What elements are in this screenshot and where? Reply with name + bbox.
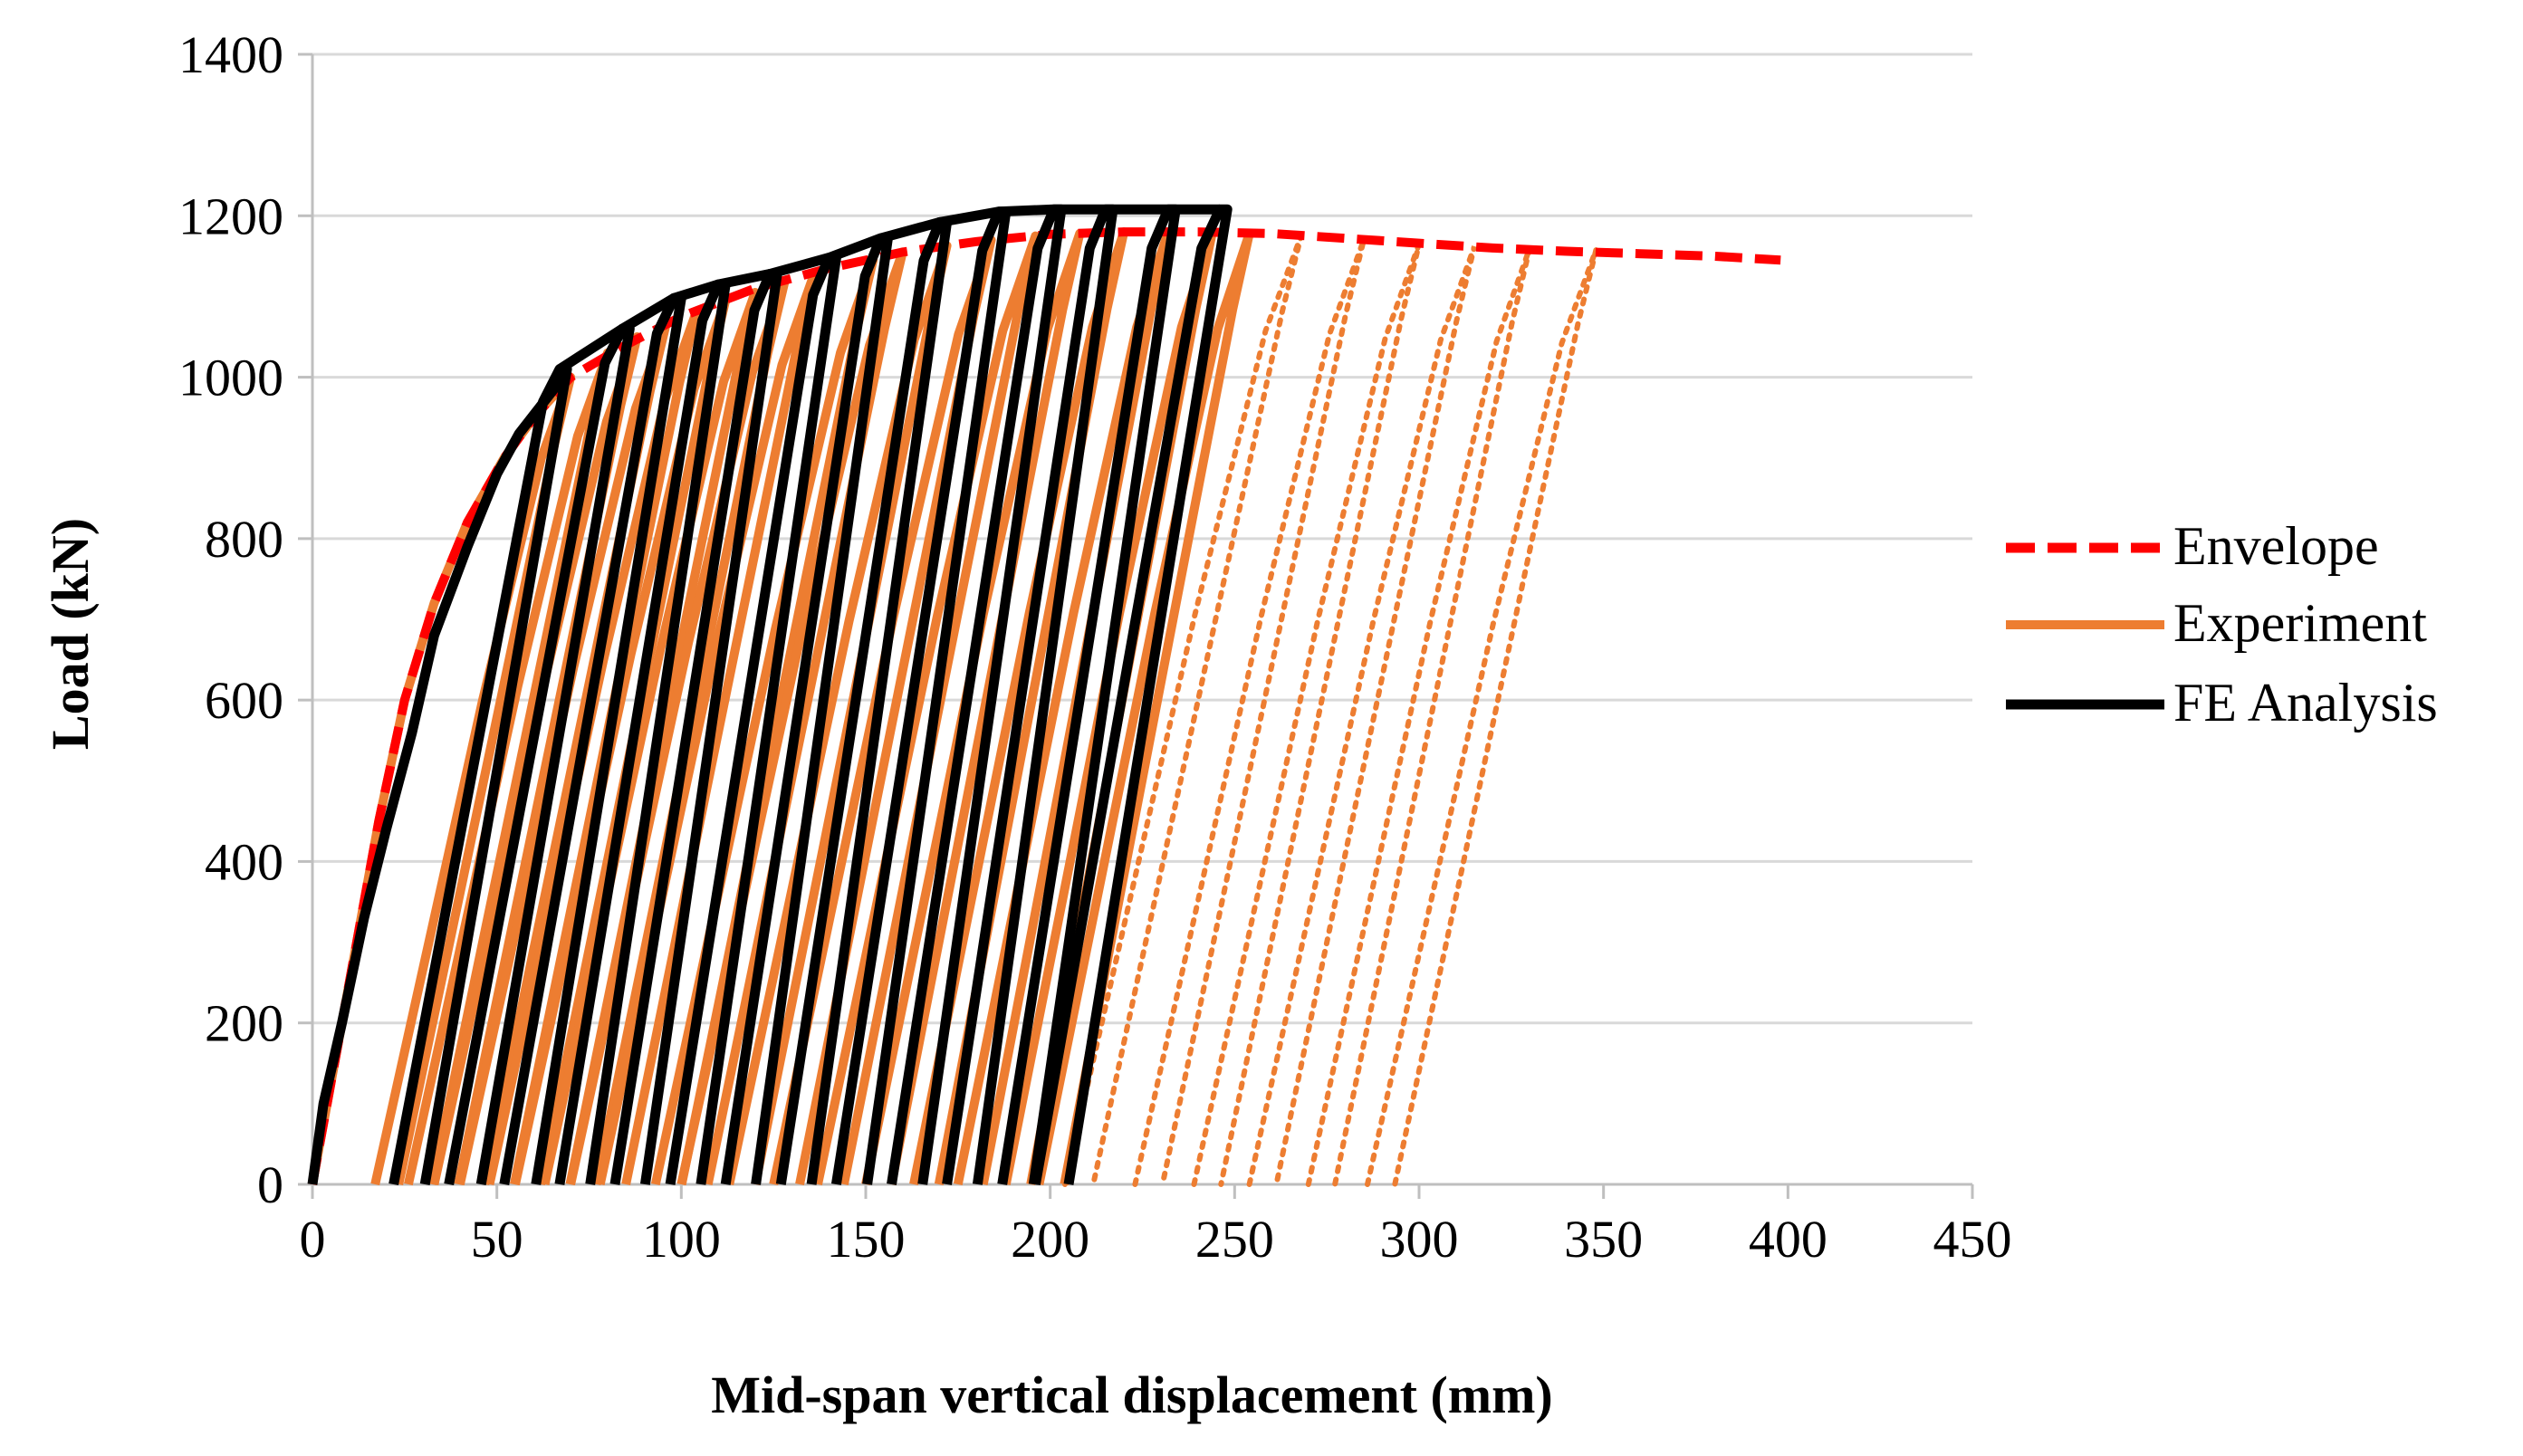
experiment-cycle-7 bbox=[540, 288, 760, 1186]
y-tick-label: 200 bbox=[205, 994, 283, 1053]
x-tick-label: 100 bbox=[642, 1210, 721, 1269]
experiment-dotted-cycle-2 bbox=[1132, 238, 1367, 1187]
x-tick-label: 50 bbox=[471, 1210, 523, 1269]
axis-layer bbox=[298, 53, 1974, 1199]
y-tick-label: 1400 bbox=[178, 25, 283, 84]
experiment-cycle-12 bbox=[724, 241, 952, 1186]
x-tick-label: 350 bbox=[1564, 1210, 1643, 1269]
envelope-line bbox=[308, 227, 1781, 1185]
legend-envelope-label: Envelope bbox=[2173, 516, 2379, 576]
y-tick-label: 1000 bbox=[178, 349, 283, 407]
x-tick-label: 300 bbox=[1380, 1210, 1459, 1269]
y-tick-label: 400 bbox=[205, 832, 283, 891]
y-axis-title: Load (kN) bbox=[41, 518, 100, 750]
legend-fe-label: FE Analysis bbox=[2173, 673, 2438, 733]
y-tick-label: 800 bbox=[205, 510, 283, 569]
experiment-dotted-cycle-6 bbox=[1365, 248, 1599, 1187]
experiment-cycle-19 bbox=[1034, 228, 1254, 1185]
experiment-cycle-9 bbox=[595, 269, 819, 1186]
experiment-dotted-cycle-3 bbox=[1191, 243, 1422, 1187]
x-tick-label: 0 bbox=[300, 1210, 326, 1269]
legend-experiment-label: Experiment bbox=[2173, 593, 2427, 653]
legend: Envelope Experiment FE Analysis bbox=[2006, 516, 2438, 733]
series-layer bbox=[307, 204, 1781, 1187]
x-tick-label: 150 bbox=[827, 1210, 906, 1269]
x-tick-label: 400 bbox=[1749, 1210, 1827, 1269]
experiment-cycle-14 bbox=[813, 231, 1041, 1186]
x-tick-label: 200 bbox=[1011, 1210, 1089, 1269]
x-tick-label: 250 bbox=[1195, 1210, 1274, 1269]
experiment-dotted-cycle-5 bbox=[1305, 246, 1533, 1187]
tick-layer: 0 50 100 150 200 250 300 350 400 450 0 200 400 600 800… bbox=[178, 25, 2012, 1269]
y-tick-label: 600 bbox=[205, 671, 283, 730]
y-tick-label: 1200 bbox=[178, 187, 283, 245]
y-tick-label: 0 bbox=[257, 1155, 283, 1214]
x-axis-title: Mid-span vertical displacement (mm) bbox=[711, 1365, 1552, 1424]
fe-peak-line bbox=[556, 204, 1220, 374]
fe-initial-line bbox=[307, 374, 568, 1185]
x-tick-label: 450 bbox=[1933, 1210, 2012, 1269]
experiment-dotted-cycle-4 bbox=[1246, 245, 1478, 1187]
experiment-dotted-cycle-1 bbox=[1062, 235, 1304, 1187]
